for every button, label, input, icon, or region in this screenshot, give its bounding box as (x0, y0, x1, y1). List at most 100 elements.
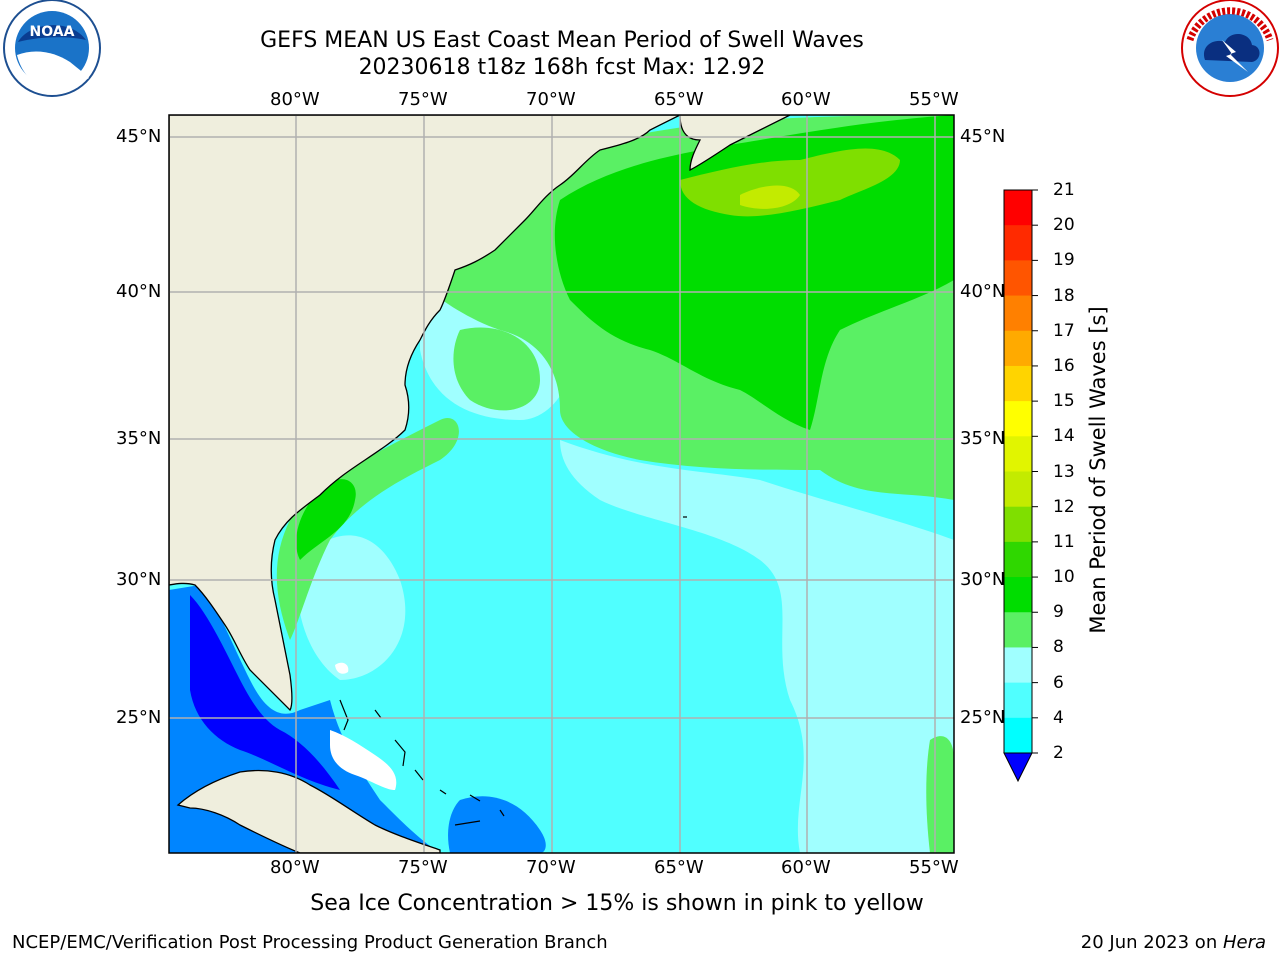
colorbar-tick-label: 19 (1053, 250, 1075, 271)
colorbar-tick-label: 16 (1053, 355, 1075, 376)
sea-ice-note-text: Sea Ice Concentration > 15% is shown in … (310, 891, 924, 916)
nws-logo-cloud (1204, 34, 1260, 62)
noaa-logo-sky (18, 25, 86, 42)
caribbean-island (439, 789, 447, 795)
light-green-coastal (276, 418, 459, 640)
caribbean-island (499, 809, 505, 817)
lon-label-top: 75°W (398, 89, 448, 110)
lon-label-top: 60°W (781, 89, 831, 110)
colorbar-label: Mean Period of Swell Waves [s] (1086, 306, 1110, 634)
colorbar-band (1004, 436, 1032, 472)
colorbar-tick-label: 15 (1053, 391, 1075, 412)
lat-label-right: 30°N (960, 569, 1006, 590)
colorbar-tick-label: 11 (1053, 531, 1075, 552)
colorbar-band (1004, 330, 1032, 367)
no-data-bahamas (330, 730, 397, 790)
hispaniola-coast (454, 820, 481, 826)
colorbar-band (1004, 190, 1032, 226)
colorbar-band (1004, 225, 1032, 261)
lon-label-top: 70°W (526, 89, 576, 110)
gulf-deep-blue-region (190, 595, 340, 790)
noaa-logo (3, 0, 101, 97)
colorbar-band (1004, 612, 1032, 648)
colorbar-tick-label: 9 (1053, 602, 1064, 623)
colorbar-tick-label: 2 (1053, 743, 1064, 763)
colorbar-tick-label: 4 (1053, 707, 1064, 728)
date-stamp: 20 Jun 2023 on Hera (1081, 932, 1266, 953)
lon-label-bottom: 55°W (909, 857, 959, 878)
nws-logo-ring-text (1186, 7, 1274, 42)
colorbar-band (1004, 717, 1032, 754)
map-field (169, 115, 954, 853)
colorbar-band (1004, 541, 1032, 578)
colorbar-extend-arrow (1003, 752, 1033, 783)
cuba-blue-band (448, 796, 546, 853)
lat-label-left: 30°N (116, 569, 162, 590)
caribbean-islands (339, 516, 687, 826)
colorbar-band (1004, 506, 1032, 543)
bahamas-island (374, 709, 382, 719)
cuba-land (176, 769, 441, 853)
colorbar-band (1004, 260, 1032, 297)
colorbar-tick-label: 12 (1053, 496, 1075, 517)
noaa-logo-bird (17, 51, 89, 89)
colorbar (1003, 189, 1038, 783)
bahamas-island (394, 739, 406, 767)
caribbean-island (469, 794, 481, 802)
green-coastal-patch (296, 479, 356, 560)
bahamas-island (414, 769, 424, 781)
colorbar-tick-label: 14 (1053, 426, 1075, 447)
colorbar-tick-label: 20 (1053, 215, 1075, 236)
lon-label-bottom: 80°W (270, 857, 320, 878)
nws-logo-lightning (1222, 40, 1248, 72)
colorbar-tick-label: 17 (1053, 320, 1075, 341)
graticule (169, 115, 954, 853)
pale-cyan-region-east (560, 440, 954, 853)
lon-label-bottom: 65°W (654, 857, 704, 878)
machine-name: Hera (1222, 932, 1266, 953)
lat-label-left: 25°N (116, 707, 162, 728)
pale-cyan-region-mid (297, 535, 406, 680)
colorbar-tick-label: 6 (1053, 672, 1064, 693)
lat-label-right: 40°N (960, 281, 1006, 302)
light-green-east-edge (926, 736, 954, 853)
lon-label-top: 65°W (654, 89, 704, 110)
lat-label-right: 35°N (960, 428, 1006, 449)
light-green-offshore (453, 327, 540, 411)
colorbar-tick-label: 8 (1053, 637, 1064, 658)
colorbar-band (1004, 647, 1032, 684)
chart-subtitle: 20230618 t18z 168h fcst Max: 12.92 (358, 55, 766, 80)
lat-label-right: 25°N (960, 707, 1006, 728)
lat-label-left: 40°N (116, 281, 162, 302)
lat-label-left: 35°N (116, 428, 162, 449)
nws-logo (1181, 0, 1279, 97)
colorbar-tick-label: 21 (1053, 180, 1075, 200)
bahamas-island (339, 699, 349, 731)
credit-text: NCEP/EMC/Verification Post Processing Pr… (12, 932, 608, 953)
lon-label-top: 55°W (909, 89, 959, 110)
lat-label-right: 45°N (960, 126, 1006, 147)
lon-label-bottom: 60°W (781, 857, 831, 878)
colorbar-band (1004, 295, 1032, 332)
lon-label-bottom: 75°W (398, 857, 448, 878)
colorbar-tick-label: 18 (1053, 285, 1075, 306)
lon-label-bottom: 70°W (526, 857, 576, 878)
colorbar-band (1004, 577, 1032, 613)
sea-ice-note: Sea Ice Concentration > 15% is shown in … (0, 891, 1280, 916)
colorbar-tick-label: 13 (1053, 461, 1075, 482)
nova-scotia-land (679, 115, 791, 172)
colorbar-band (1004, 471, 1032, 508)
yellow-green-patch (740, 185, 800, 209)
colorbar-tick-label: 10 (1053, 567, 1075, 588)
date-text: 20 Jun 2023 on (1080, 932, 1223, 953)
chart-title: GEFS MEAN US East Coast Mean Period of S… (260, 28, 864, 53)
yellow-green-region (680, 148, 900, 217)
colorbar-band (1004, 365, 1032, 402)
lat-label-left: 45°N (116, 126, 162, 147)
colorbar-band (1004, 401, 1032, 437)
no-data-bahamas-small (335, 662, 349, 674)
map-frame (168, 114, 955, 854)
colorbar-band (1004, 682, 1032, 719)
lon-label-top: 80°W (270, 89, 320, 110)
